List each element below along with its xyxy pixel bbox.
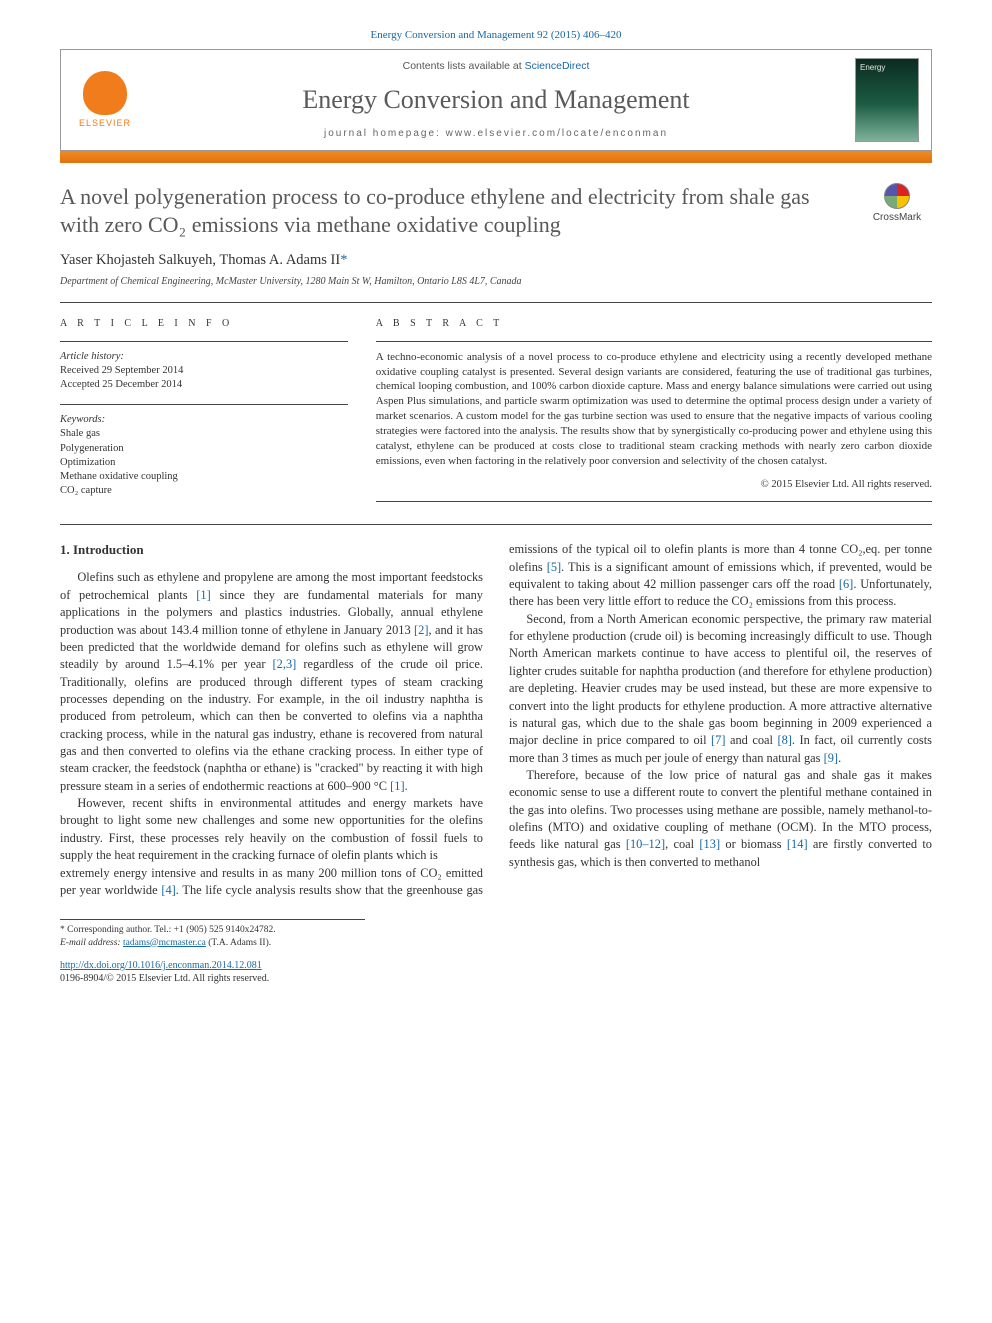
intro-paragraph: Second, from a North American economic p… [509,611,932,767]
journal-cover-thumbnail [855,58,919,142]
keywords-label: Keywords: [60,413,348,427]
corresponding-footnote: * Corresponding author. Tel.: +1 (905) 5… [60,924,932,949]
journal-homepage: journal homepage: www.elsevier.com/locat… [151,127,841,141]
doi-link[interactable]: http://dx.doi.org/10.1016/j.enconman.201… [60,960,262,971]
intro-paragraph: However, recent shifts in environmental … [60,795,483,864]
history-accepted: Accepted 25 December 2014 [60,378,348,392]
article-info-column: A R T I C L E I N F O Article history: R… [60,309,348,510]
intro-paragraph: Therefore, because of the low price of n… [509,767,932,871]
article-info-heading: A R T I C L E I N F O [60,317,348,331]
affiliation: Department of Chemical Engineering, McMa… [60,275,932,289]
article-title: A novel polygeneration process to co-pro… [60,183,844,239]
journal-header: ELSEVIER Contents lists available at Sci… [60,49,932,151]
history-label: Article history: [60,350,348,364]
corresponding-marker: * [340,252,347,268]
divider [60,524,932,525]
intro-paragraph: Olefins such as ethylene and propylene a… [60,569,483,795]
journal-name: Energy Conversion and Management [151,82,841,117]
authors-text: Yaser Khojasteh Salkuyeh, Thomas A. Adam… [60,252,340,268]
keyword: Shale gas [60,427,348,441]
section-heading-intro: 1. Introduction [60,541,483,559]
divider [60,302,932,303]
accent-bar [60,151,932,163]
email-label: E-mail address: [60,938,121,948]
citation-line: Energy Conversion and Management 92 (201… [60,28,932,43]
keyword: Optimization [60,456,348,470]
crossmark-label: CrossMark [873,212,921,223]
email-suffix: (T.A. Adams II). [208,938,271,948]
keyword: Methane oxidative coupling [60,470,348,484]
elsevier-wordmark: ELSEVIER [79,117,131,129]
keyword: Polygeneration [60,442,348,456]
corr-email-link[interactable]: tadams@mcmaster.ca [123,938,206,948]
corr-author-line: * Corresponding author. Tel.: +1 (905) 5… [60,924,932,936]
doi-block: http://dx.doi.org/10.1016/j.enconman.201… [60,959,932,986]
footnote-rule [60,919,365,920]
contents-prefix: Contents lists available at [403,60,525,72]
body-columns: 1. Introduction Olefins such as ethylene… [60,541,932,899]
crossmark-badge[interactable]: CrossMark [862,183,932,225]
crossmark-icon [884,183,910,209]
keywords-list: Shale gas Polygeneration Optimization Me… [60,427,348,498]
issn-copyright-line: 0196-8904/© 2015 Elsevier Ltd. All right… [60,972,932,986]
abstract-text: A techno-economic analysis of a novel pr… [376,350,932,469]
author-list: Yaser Khojasteh Salkuyeh, Thomas A. Adam… [60,251,932,271]
elsevier-tree-icon [83,71,127,115]
keyword: CO₂ capture [60,484,348,498]
sciencedirect-link[interactable]: ScienceDirect [525,60,590,72]
elsevier-logo: ELSEVIER [73,63,137,137]
abstract-column: A B S T R A C T A techno-economic analys… [376,309,932,510]
abstract-copyright: © 2015 Elsevier Ltd. All rights reserved… [376,478,932,492]
abstract-heading: A B S T R A C T [376,317,932,331]
contents-available-line: Contents lists available at ScienceDirec… [151,59,841,73]
history-received: Received 29 September 2014 [60,364,348,378]
